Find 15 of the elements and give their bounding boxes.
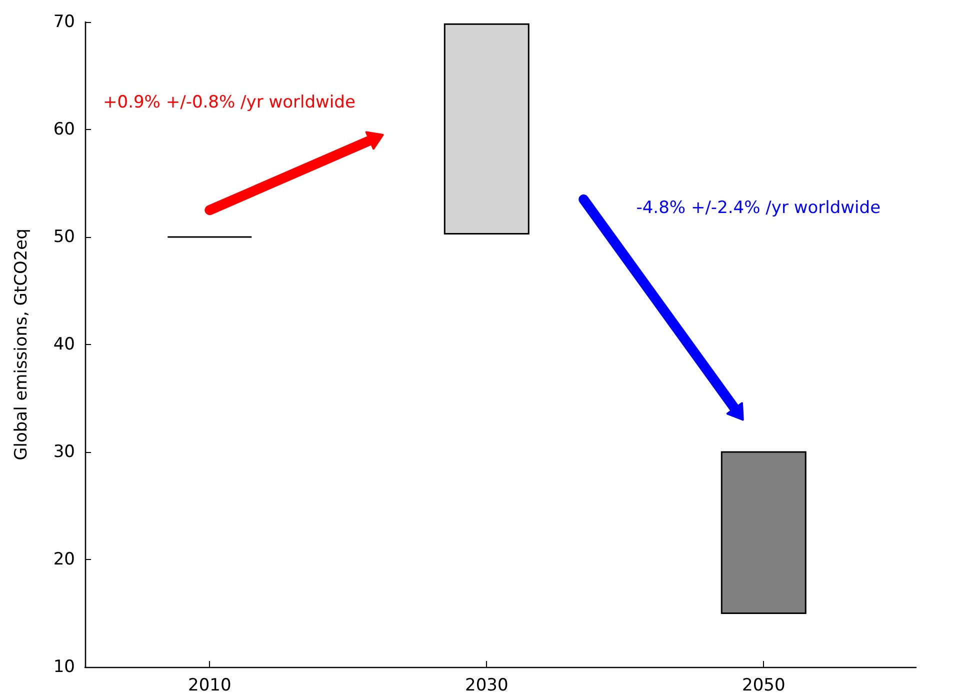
x-tick-label: 2010	[188, 676, 232, 695]
y-tick-label: 30	[53, 442, 75, 462]
annotation: -4.8% +/-2.4% /yr worldwide	[636, 198, 881, 218]
y-tick-label: 50	[53, 227, 75, 247]
y-tick-label: 10	[53, 657, 75, 677]
bar	[720, 451, 806, 614]
bar	[444, 23, 530, 235]
y-tick-label: 20	[53, 550, 75, 570]
x-tick-label: 2050	[742, 676, 786, 695]
annotation: +0.9% +/-0.8% /yr worldwide	[103, 92, 356, 113]
y-tick-label: 40	[53, 334, 75, 354]
y-axis-title: Global emissions, GtCO2eq	[12, 228, 32, 460]
x-tick-label: 2030	[465, 676, 508, 695]
y-tick-label: 60	[53, 120, 75, 140]
y-tick-label: 70	[53, 12, 75, 32]
